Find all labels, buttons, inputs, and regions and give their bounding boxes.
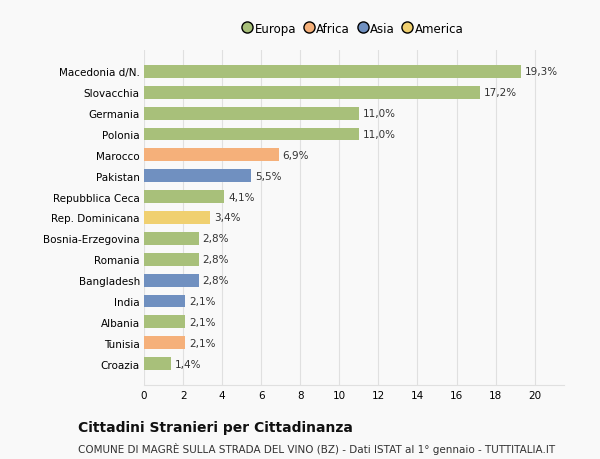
Bar: [144, 253, 199, 266]
Text: 11,0%: 11,0%: [363, 130, 396, 140]
Text: 2,1%: 2,1%: [189, 317, 215, 327]
Text: 4,1%: 4,1%: [228, 192, 254, 202]
Text: 17,2%: 17,2%: [484, 88, 517, 98]
Text: 2,8%: 2,8%: [203, 275, 229, 285]
Bar: [144, 358, 172, 370]
Text: 2,8%: 2,8%: [203, 255, 229, 265]
Bar: [144, 191, 224, 204]
Bar: [144, 316, 185, 329]
Text: 19,3%: 19,3%: [525, 67, 558, 77]
Bar: [144, 87, 480, 100]
Bar: [144, 295, 185, 308]
Text: 2,8%: 2,8%: [203, 234, 229, 244]
Text: 2,1%: 2,1%: [189, 338, 215, 348]
Text: 6,9%: 6,9%: [283, 151, 309, 161]
Legend: Europa, Africa, Asia, America: Europa, Africa, Asia, America: [241, 20, 467, 39]
Bar: [144, 212, 211, 224]
Text: 3,4%: 3,4%: [214, 213, 241, 223]
Text: COMUNE DI MAGRÈ SULLA STRADA DEL VINO (BZ) - Dati ISTAT al 1° gennaio - TUTTITAL: COMUNE DI MAGRÈ SULLA STRADA DEL VINO (B…: [78, 442, 555, 454]
Text: 5,5%: 5,5%: [256, 171, 282, 181]
Bar: [144, 107, 359, 120]
Text: 2,1%: 2,1%: [189, 297, 215, 306]
Bar: [144, 149, 279, 162]
Text: 11,0%: 11,0%: [363, 109, 396, 119]
Text: 1,4%: 1,4%: [175, 359, 202, 369]
Bar: [144, 66, 521, 78]
Text: Cittadini Stranieri per Cittadinanza: Cittadini Stranieri per Cittadinanza: [78, 420, 353, 434]
Bar: [144, 274, 199, 287]
Bar: [144, 170, 251, 183]
Bar: [144, 232, 199, 245]
Bar: [144, 128, 359, 141]
Bar: [144, 336, 185, 349]
